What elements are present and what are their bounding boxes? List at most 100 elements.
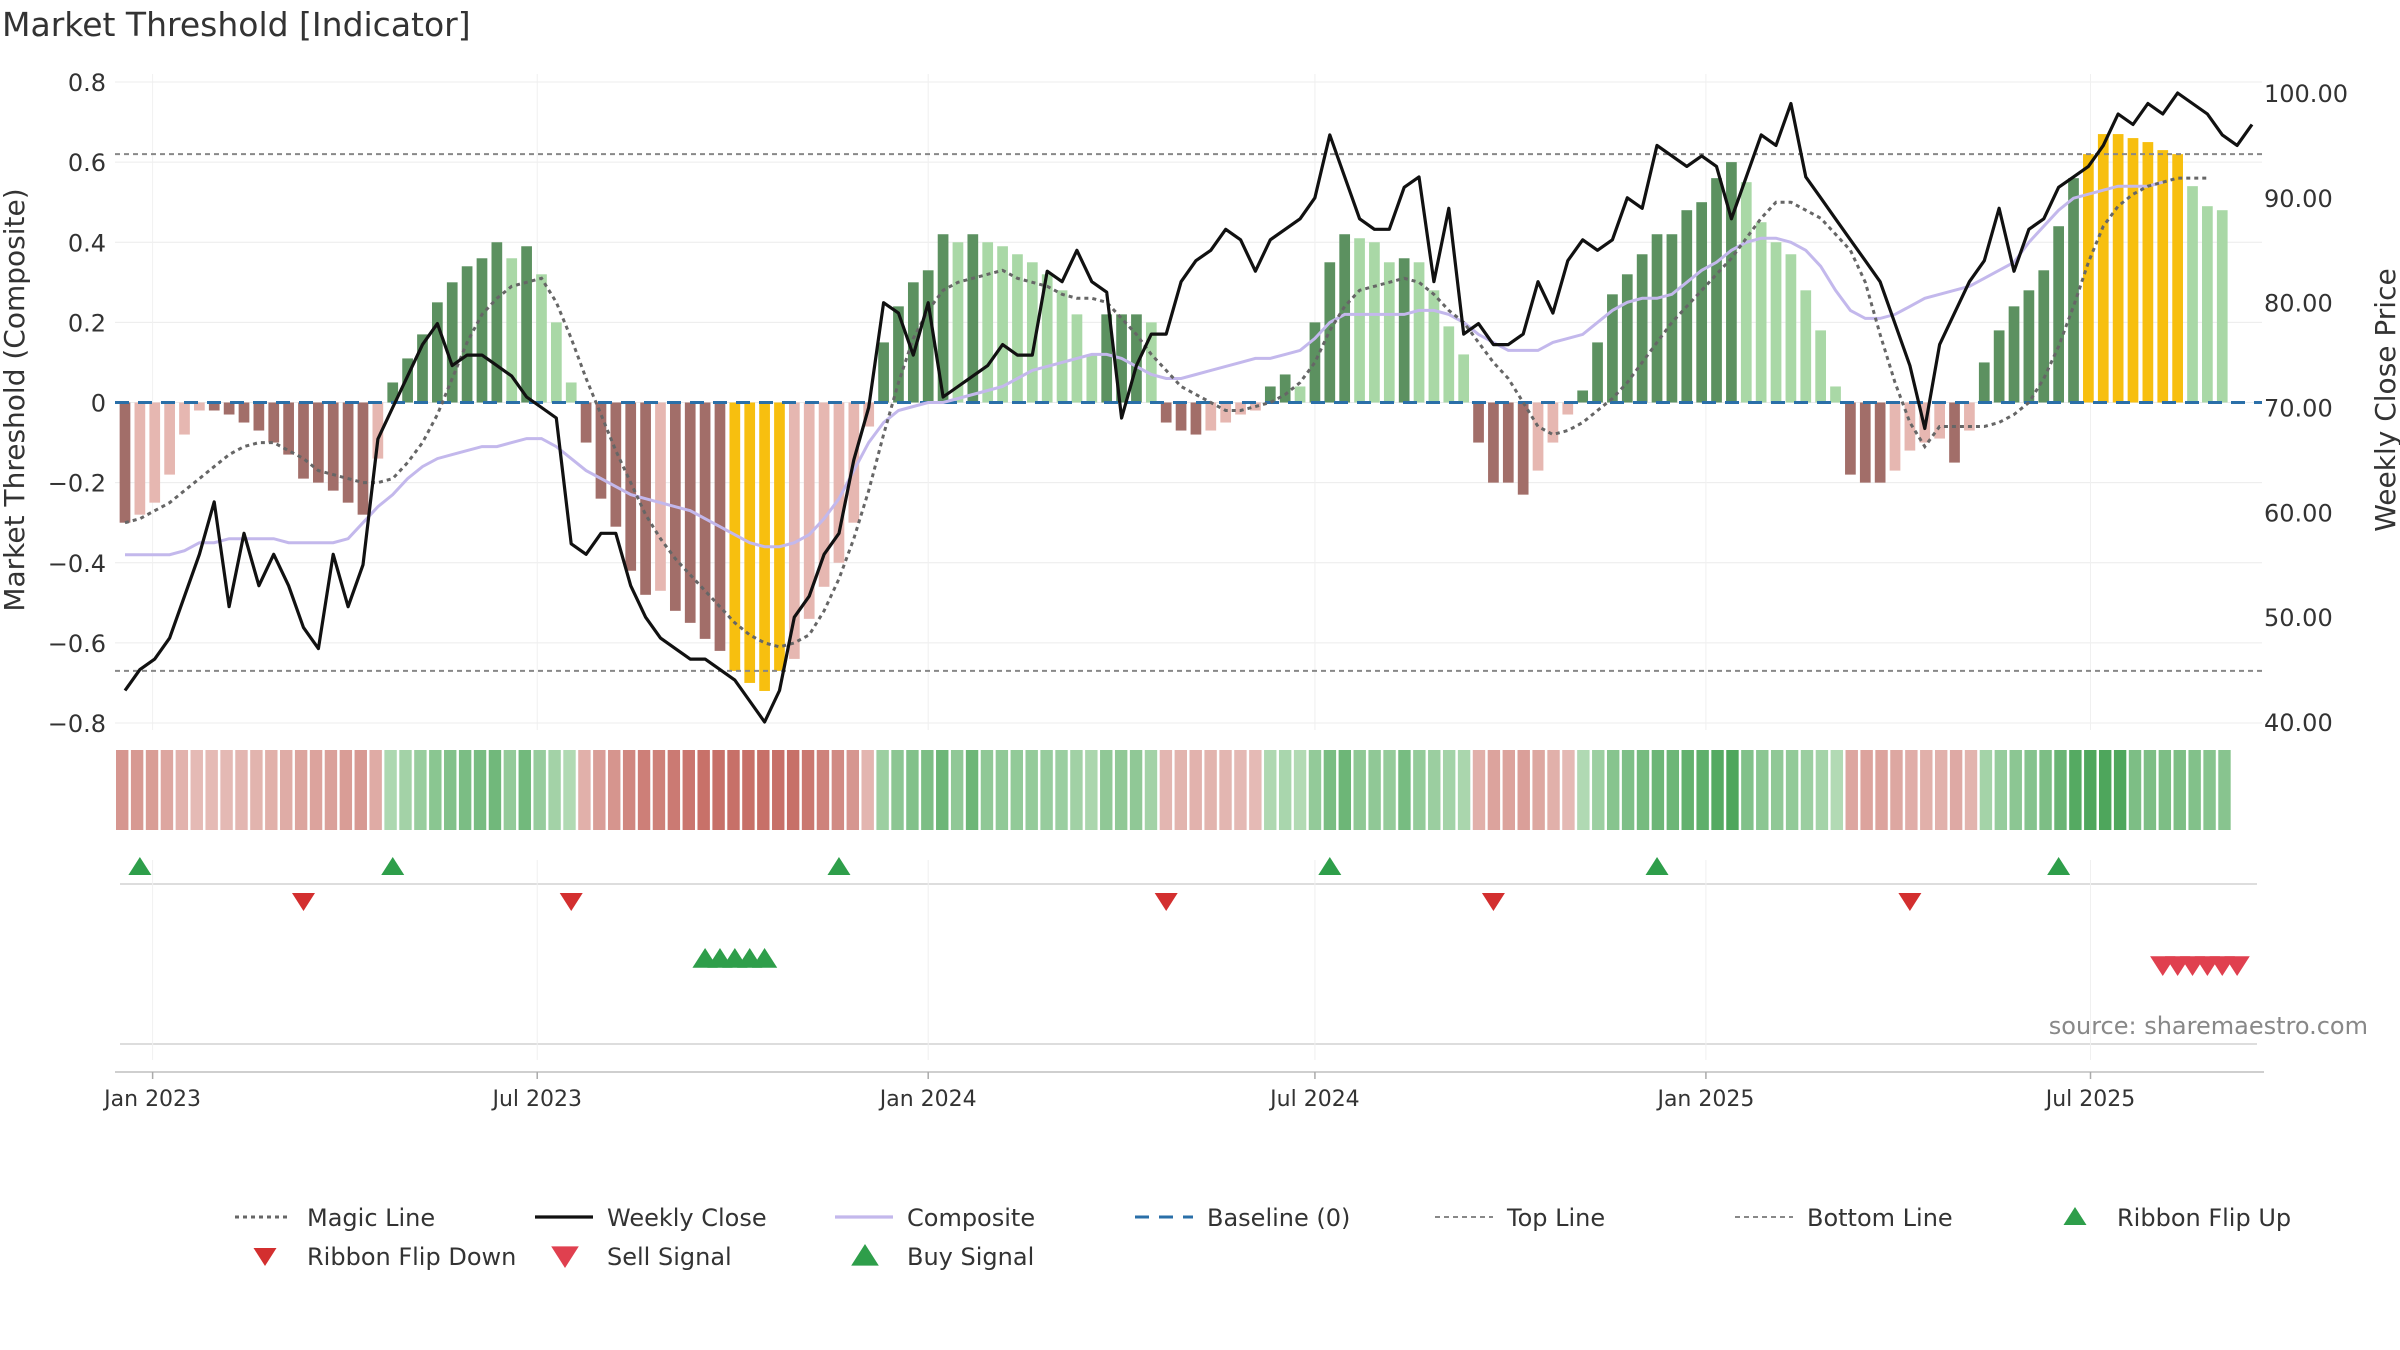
ribbon-cell	[1204, 750, 1217, 830]
legend-item: Top Line	[1435, 1204, 1605, 1232]
ribbon-cell	[801, 750, 815, 830]
ribbon-cell	[1934, 750, 1948, 830]
ribbon-cell	[294, 750, 308, 830]
composite-bar	[446, 282, 458, 403]
source-note: source: sharemaestro.com	[2049, 1012, 2368, 1040]
ribbon-cell	[1338, 750, 1352, 830]
ribbon-cell	[1517, 750, 1530, 830]
ribbon-cell	[1010, 750, 1023, 830]
composite-bar	[937, 234, 949, 403]
composite-bar	[2038, 270, 2050, 403]
ribbon-cell	[220, 750, 233, 830]
ribbon-cell	[444, 750, 457, 830]
ribbon-cell	[1398, 750, 1411, 830]
legend-item: Buy Signal	[851, 1243, 1034, 1271]
ribbon-cell	[548, 750, 561, 830]
composite-bar	[2112, 134, 2124, 403]
ribbon-cell	[727, 750, 740, 830]
ribbon-cell	[1428, 750, 1441, 830]
ribbon-cell	[2218, 750, 2231, 830]
composite-bar	[1488, 402, 1499, 483]
composite-bar	[1339, 234, 1351, 403]
legend-item: Baseline (0)	[1135, 1204, 1350, 1232]
composite-bar	[878, 342, 889, 403]
ribbon-cell	[280, 750, 293, 830]
series-lines	[123, 91, 2254, 724]
composite-bar	[1993, 330, 2005, 403]
ribbon-cell	[1577, 750, 1590, 830]
composite-bar	[1726, 162, 1737, 403]
legend-label: Buy Signal	[907, 1243, 1034, 1271]
ribbon-cell	[1264, 750, 1277, 830]
ribbon-cell	[1353, 750, 1366, 830]
legend-item: Weekly Close	[535, 1204, 767, 1232]
ribbon-cell	[1711, 750, 1724, 830]
composite-bar	[1309, 322, 1321, 403]
composite-bar	[1592, 342, 1603, 403]
ribbon-cell	[2039, 750, 2052, 830]
ribbon-cell	[1636, 750, 1650, 830]
composite-bar	[1101, 314, 1113, 403]
composite-bar	[625, 402, 637, 571]
x-tick-label: Jan 2024	[878, 1087, 977, 1112]
ribbon-cell	[1920, 750, 1933, 830]
composite-bar	[313, 402, 324, 483]
ribbon-cell	[1129, 750, 1143, 830]
composite-bar	[223, 402, 235, 415]
composite-bar	[2157, 150, 2169, 403]
ribbon-flip-up-marker	[827, 857, 851, 875]
legend-item: Sell Signal	[551, 1243, 732, 1271]
composite-bar	[1041, 274, 1053, 403]
left-tick-label: 0.4	[68, 229, 106, 257]
left-tick-label: −0.2	[48, 470, 106, 498]
ribbon-cell	[578, 750, 591, 830]
composite-bar	[982, 242, 994, 403]
composite-bar	[1696, 202, 1708, 403]
composite-bar	[1458, 354, 1470, 403]
legend-label: Sell Signal	[607, 1243, 732, 1271]
ribbon-cell	[518, 750, 531, 830]
ribbon-cell	[1875, 750, 1888, 830]
ribbon-cell	[1696, 750, 1709, 830]
ribbon-cell	[2024, 750, 2037, 830]
legend-item: Ribbon Flip Up	[2063, 1204, 2291, 1232]
composite-bar	[997, 246, 1008, 403]
ribbon-cell	[1979, 750, 1993, 830]
ribbon-cell	[369, 750, 382, 830]
ribbon-cell	[1666, 750, 1680, 830]
ribbon-cell	[1293, 750, 1307, 830]
legend-swatch	[551, 1246, 579, 1268]
composite-bar	[1086, 354, 1098, 403]
composite-bar	[506, 258, 518, 403]
ribbon-cell	[1249, 750, 1262, 830]
ribbon-flip-down-marker	[1481, 893, 1505, 911]
composite-bar	[907, 282, 919, 403]
composite-bar	[1562, 402, 1574, 415]
composite-bar	[2053, 226, 2064, 403]
composite-bar	[1755, 222, 1767, 403]
ribbon-cell	[1234, 750, 1247, 830]
ribbon-cell	[1845, 750, 1858, 830]
composite-bar	[1413, 262, 1425, 403]
composite-bar	[1369, 242, 1380, 403]
sell-signal-marker	[2224, 956, 2250, 976]
left-axis-label: Market Threshold (Composite)	[0, 188, 31, 611]
composite-bar	[1964, 402, 1975, 431]
ribbon-cell	[995, 750, 1009, 830]
composite-bar	[417, 334, 428, 403]
legend-label: Ribbon Flip Up	[2117, 1204, 2291, 1232]
ribbon-cell	[891, 750, 904, 830]
ribbon-cell	[816, 750, 830, 830]
ribbon-cell	[2158, 750, 2172, 830]
composite-bar	[1443, 326, 1455, 403]
legend-label: Bottom Line	[1807, 1204, 1953, 1232]
composite-bar	[1220, 402, 1232, 423]
ribbon-flip-up-marker	[1318, 857, 1342, 875]
x-tick-label: Jul 2023	[490, 1087, 582, 1112]
composite-bar	[1800, 290, 1812, 403]
ribbon-cell	[2173, 750, 2186, 830]
magic-line	[124, 176, 2208, 649]
ribbon-flip-down-marker	[291, 893, 315, 911]
ribbon-cell	[2069, 750, 2082, 830]
